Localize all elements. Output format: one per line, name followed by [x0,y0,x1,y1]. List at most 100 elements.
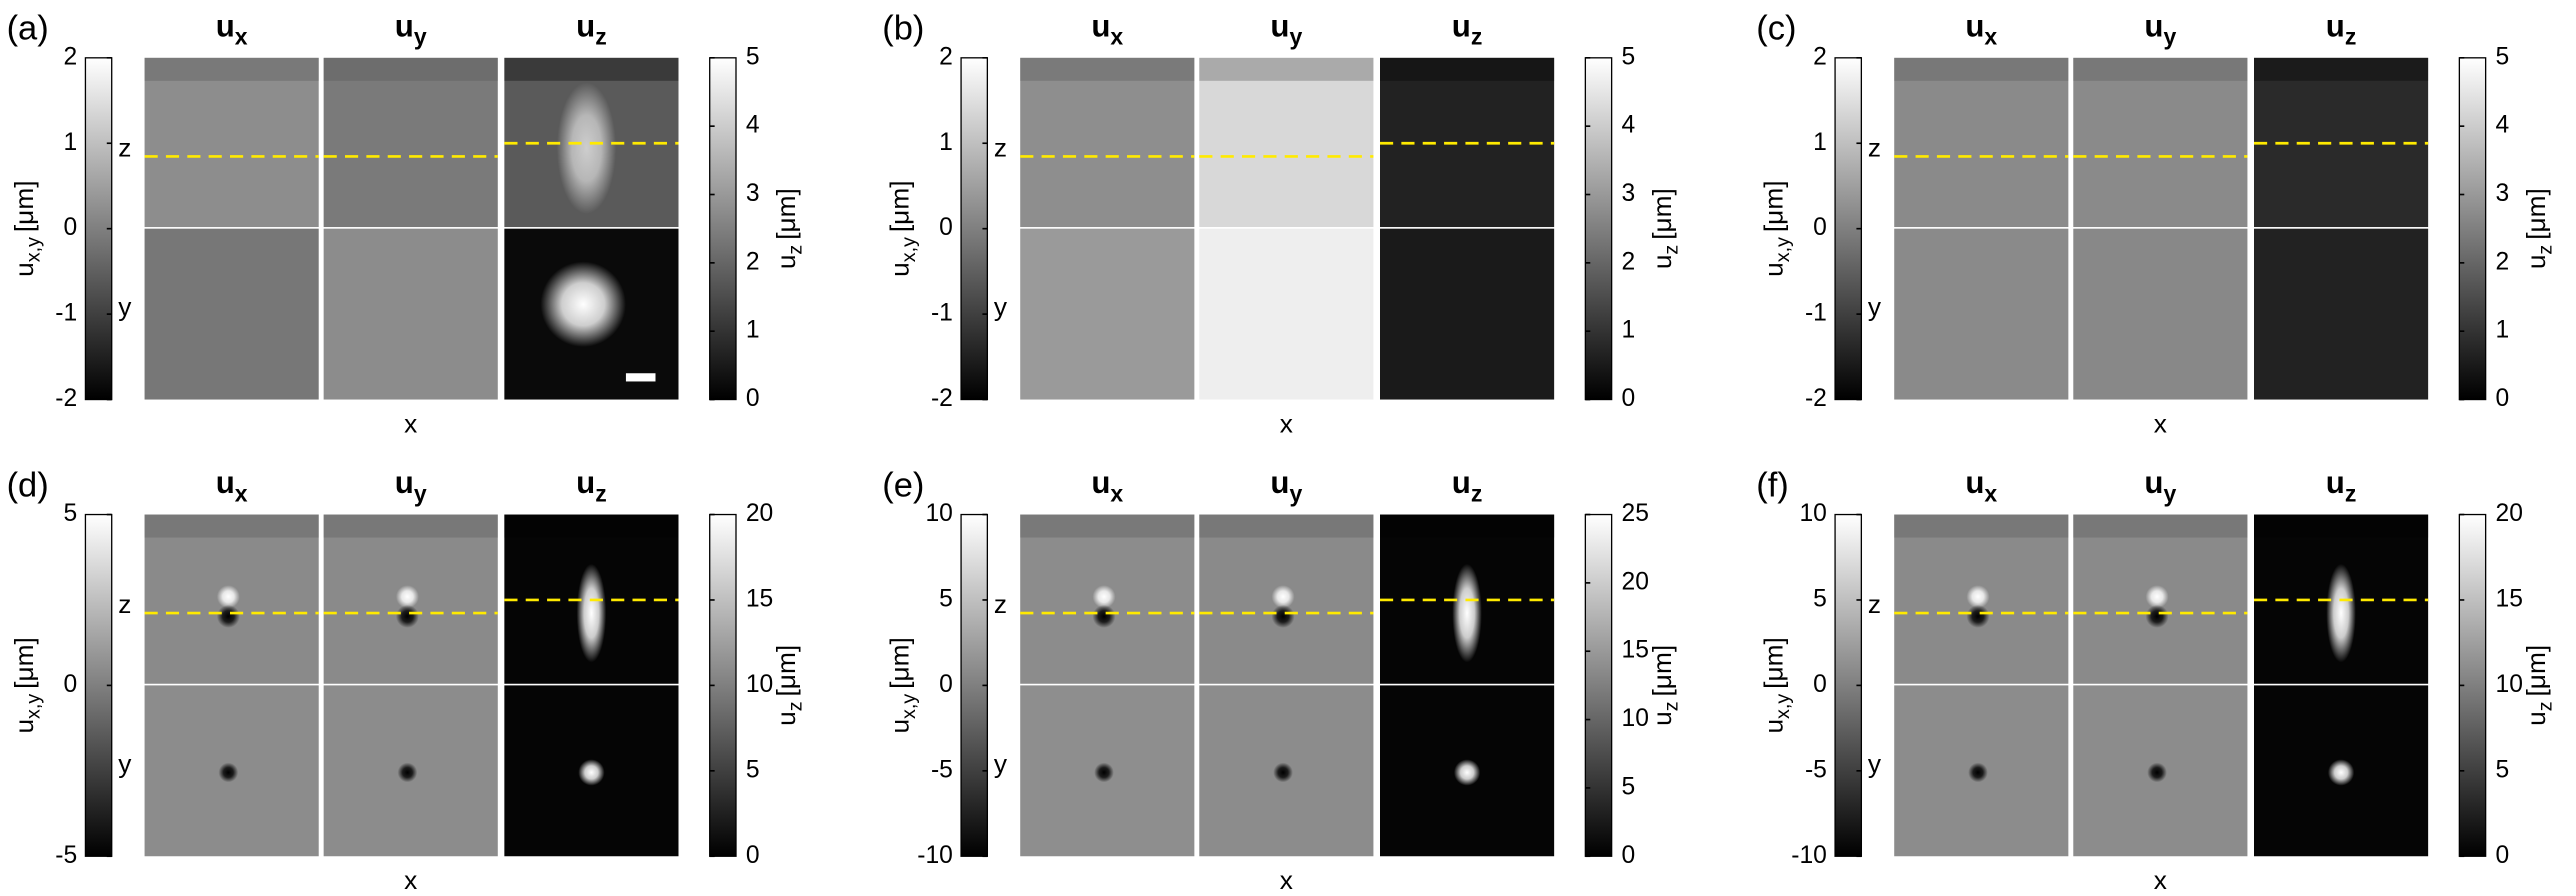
tick-label: 1 [746,317,760,344]
tick-label: 0 [1621,385,1635,412]
title-sub: z [1471,480,1483,506]
blob [556,82,617,214]
label-sub: z [785,701,807,711]
title-sub: z [595,480,607,506]
column-title: uy [1270,8,1302,49]
label-sub: x,y [1772,694,1794,719]
tick-label: 10 [746,671,773,698]
colorbar-right [1584,513,1613,857]
tick-label: 0 [2495,385,2509,412]
title-main: u [216,465,235,500]
label-main: u [9,719,39,734]
label-main: u [1647,255,1677,270]
column-title: uy [2144,465,2176,506]
image-bottom [1020,228,1195,400]
label-main: u [2521,711,2551,726]
blob [576,563,607,663]
tick-label: 0 [1813,671,1827,698]
tick-label: 0 [939,214,953,241]
title-sub: x [1984,480,1997,506]
blob [2145,585,2169,609]
title-main: u [1452,465,1471,500]
image-bottom [2254,228,2429,400]
label-main: u [1759,719,1789,734]
panel-label: (c) [1756,10,1796,48]
image-bottom [323,228,498,400]
image-top [1199,57,1374,228]
label-unit: [μm] [1759,181,1789,233]
colorbar-right [2458,57,2487,401]
label-main: u [771,711,801,726]
tick-label: 2 [2495,248,2509,275]
label-sub: x,y [22,694,44,719]
image-top [1020,57,1195,228]
column-title: uz [1452,8,1483,49]
title-main: u [1965,465,1984,500]
blob [1966,604,1990,628]
tick-label: 20 [746,500,773,527]
label-sub: x,y [22,237,44,262]
tick-label: 1 [1813,129,1827,156]
label-sub: z [785,245,807,255]
section-label: z [118,132,131,162]
tick-label: 3 [746,180,760,207]
label-main: u [771,255,801,270]
title-main: u [576,465,595,500]
label-unit: [μm] [2521,188,2551,240]
axis-label: ux,y [μm] [885,637,921,733]
tick-label: 0 [939,671,953,698]
x-label: x [1280,865,1293,895]
tick-label: 5 [939,585,953,612]
tick-label: 0 [746,385,760,412]
tick-label: 2 [746,248,760,275]
label-unit: [μm] [1647,645,1677,697]
tick-label: 4 [2495,112,2509,139]
panel-label: (d) [7,466,49,504]
column-title: uz [1452,465,1483,506]
blob [2147,762,2167,783]
image-top [144,57,319,228]
section-label: z [1868,589,1881,619]
title-sub: x [1110,480,1123,506]
image-noise [1894,514,2069,538]
blob [2145,604,2169,628]
tick-label: 5 [2495,756,2509,783]
axis-label: ux,y [μm] [1759,181,1795,277]
blob [1094,762,1114,783]
tick-label: 10 [1799,500,1826,527]
tick-label: 1 [939,129,953,156]
x-label: x [2154,865,2167,895]
tick-label: 5 [746,756,760,783]
scale-bar [625,373,656,382]
column-title: ux [1965,465,1997,506]
tick-label: -10 [917,842,953,869]
tick-label: 25 [1621,500,1648,527]
tick-label: 0 [64,671,78,698]
blob [1966,585,1990,609]
axis-label: uz [μm] [2521,645,2557,726]
tick-label: -5 [931,756,953,783]
axis-label: ux,y [μm] [1759,637,1795,733]
label-sub: z [1660,701,1682,711]
tick-label: 0 [746,842,760,869]
image-noise [144,514,319,538]
blob [216,585,240,609]
image-noise [504,57,679,81]
blob [540,261,626,347]
tick-label: 15 [2495,585,2522,612]
section-label: z [118,589,131,619]
blob [2326,563,2356,663]
label-main: u [1759,262,1789,277]
axis-label: uz [μm] [1647,645,1683,726]
column-title: ux [1965,8,1997,49]
section-label: y [1868,748,1882,778]
label-sub: z [2534,245,2556,255]
image-noise [2073,514,2248,538]
section-label: z [994,132,1007,162]
label-main: u [885,262,915,277]
axis-label: ux,y [μm] [9,181,45,277]
label-sub: x,y [1772,237,1794,262]
tick-label: 5 [746,43,760,70]
